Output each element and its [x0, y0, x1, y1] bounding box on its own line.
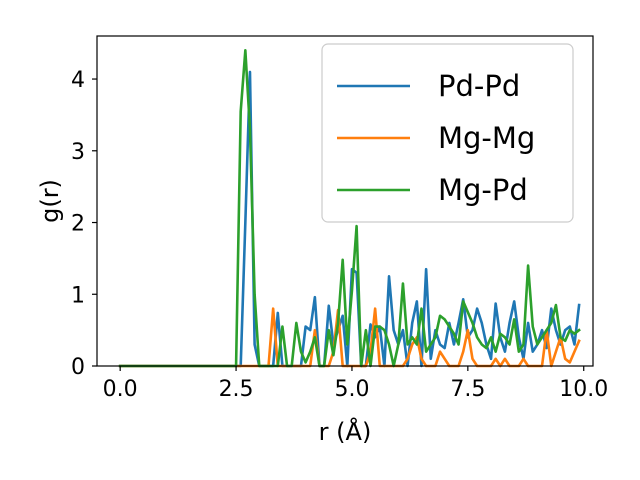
plot-frame [96, 35, 594, 367]
x-tick-label: 0.0 [103, 377, 138, 402]
y-tick-label: 3 [71, 140, 85, 165]
legend-label-mg-pd: Mg-Pd [438, 173, 528, 207]
legend-box [321, 43, 574, 223]
y-tick-label: 4 [71, 68, 85, 93]
y-tick-label: 0 [71, 355, 85, 380]
x-axis: 0.0 2.5 5.0 7.5 10.0 [103, 366, 608, 402]
x-tick-label: 7.5 [450, 377, 485, 402]
x-tick-label: 10.0 [559, 377, 608, 402]
legend-label-mg-mg: Mg-Mg [438, 121, 535, 155]
y-axis-label: g(r) [36, 179, 64, 223]
y-tick-label: 1 [71, 283, 85, 308]
x-tick-label: 2.5 [219, 377, 254, 402]
legend-label-pd-pd: Pd-Pd [438, 69, 520, 103]
x-axis-label: r (Å) [319, 417, 372, 446]
x-tick-label: 5.0 [334, 377, 369, 402]
y-axis: 0 1 2 3 4 [71, 68, 97, 380]
y-tick-label: 2 [71, 212, 85, 237]
legend: Pd-Pd Mg-Mg Mg-Pd [321, 43, 574, 223]
legend-items: Pd-Pd Mg-Mg Mg-Pd [337, 69, 535, 207]
